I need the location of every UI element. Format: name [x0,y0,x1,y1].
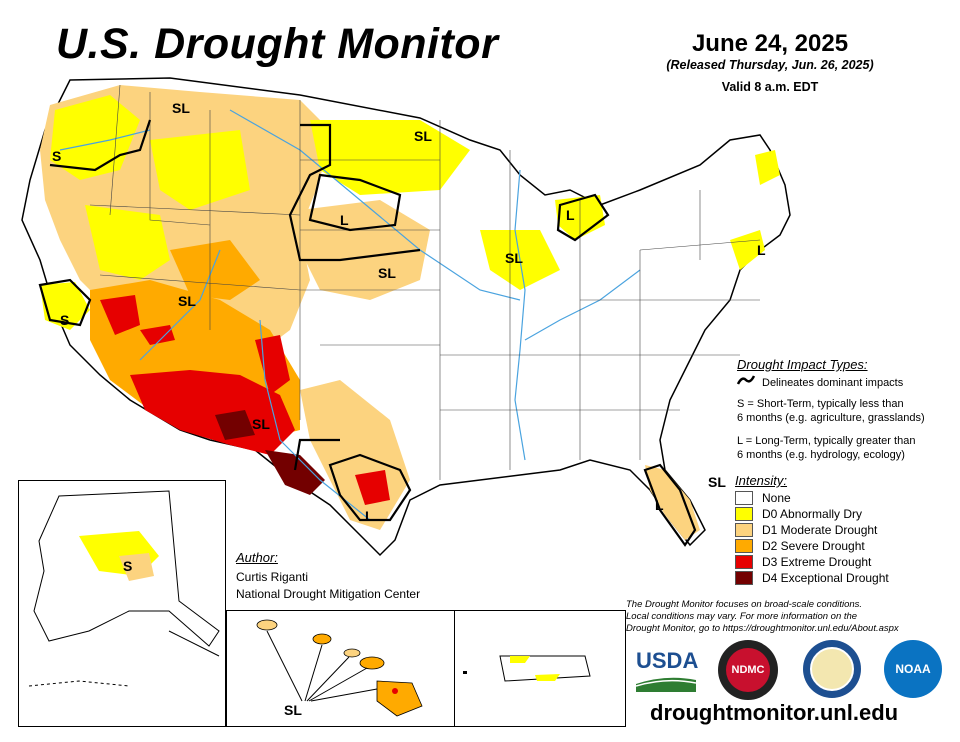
intensity-heading: Intensity: [735,473,788,488]
puerto-rico-map [463,655,591,682]
impact-label-sl: SL [414,128,432,144]
impact-delineates-text: Delineates dominant impacts [762,377,904,389]
puerto-rico-inset [454,610,626,727]
valid-time: Valid 8 a.m. EDT [721,80,819,94]
river-columbia [59,129,151,151]
d0-montana [150,130,250,210]
map-title: U.S. Drought Monitor [56,20,499,68]
d3-texas [355,470,390,505]
delineation-legend-mark [736,375,756,385]
legend-row-d1: D1 Moderate Drought [735,522,877,537]
d4-west-texas [265,450,325,495]
legend-label: D0 Abnormally Dry [762,506,863,521]
note-line-1: The Drought Monitor focuses on broad-sca… [626,599,863,610]
d2-colorado [170,240,260,300]
impact-label-sl: SL [505,250,523,266]
d4-nm-south [215,410,255,440]
legend-swatch-d1 [735,522,753,537]
impact-label-l: L [365,508,374,524]
d3-az-north [140,325,175,345]
ndmc-logo: NDMC [718,640,778,700]
legend-label: D1 Moderate Drought [762,522,878,537]
impact-long-term-line1: L = Long-Term, typically greater than [737,435,916,447]
impact-label-s: S [123,558,133,574]
impact-types-heading: Drought Impact Types: [737,357,868,372]
author-heading: Author: [236,550,278,565]
impact-label-s: S [52,148,62,164]
alaska-map [28,490,220,687]
d1-florida [645,465,700,540]
noaa-logo: NOAA [884,640,942,698]
impact-label-sl: SL [378,265,396,281]
d0-dakotas [310,120,470,195]
legend-row-d3: D3 Extreme Drought [735,554,871,569]
impact-label-sl: SL [284,702,302,718]
d0-northeast [730,230,765,270]
legend-label: D4 Exceptional Drought [762,570,889,585]
impact-label-l: L [340,212,349,228]
impact-label-l: L [757,242,766,258]
legend-row-d4: D4 Exceptional Drought [735,570,889,585]
impact-label-s: S [60,312,70,328]
legend-swatch-none [735,490,753,505]
website-url[interactable]: droughtmonitor.unl.edu [650,700,899,725]
legend-swatch-d3 [735,554,753,569]
river-rio-grande [259,319,371,521]
disclaimer-note: The Drought Monitor focuses on broad-sca… [626,599,956,635]
legend-row-d2: D2 Severe Drought [735,538,865,553]
author-org: National Drought Mitigation Center [236,587,421,601]
impact-delineations [38,119,697,547]
legend-row-none: None [735,490,791,505]
hawaii-inset: SL [226,610,456,727]
note-line-2: Local conditions may vary. For more info… [626,611,858,622]
impact-long-term-line2: 6 months (e.g. hydrology, ecology) [737,449,905,461]
author-name: Curtis Riganti [236,570,309,584]
note-line-3: Drought Monitor, go to https://droughtmo… [626,623,899,634]
legend-row-d0: D0 Abnormally Dry [735,506,862,521]
impact-label-sl: SL [172,100,190,116]
impact-label-sl: SL [252,416,270,432]
d3-nevada [100,295,140,335]
impact-label-sl: SL [708,474,726,490]
alaska-inset: S [18,480,226,727]
legend-swatch-d0 [735,506,753,521]
d3-nm [255,335,290,395]
hawaii-map [256,619,423,717]
usda-logo: USDA [635,648,698,693]
release-date: (Released Thursday, Jun. 26, 2025) [666,58,874,72]
impact-label-l: L [566,207,575,223]
state-borders [89,84,761,480]
impact-label-l: L [655,497,664,513]
d0-maine [755,150,780,185]
map-date: June 24, 2025 [691,30,849,57]
legend-label: D3 Extreme Drought [762,554,872,569]
impact-label-sl: SL [178,293,196,309]
legend-swatch-d4 [735,570,753,585]
legend-label: None [762,490,791,505]
commerce-seal-icon [803,640,861,698]
d0-california [40,282,90,330]
usda-swoosh-icon [635,677,697,692]
impact-short-term-line2: 6 months (e.g. agriculture, grasslands) [737,412,925,424]
legend-swatch-d2 [735,538,753,553]
legend-label: D2 Severe Drought [762,538,865,553]
impact-short-term-line1: S = Short-Term, typically less than [737,398,904,410]
d0-great-basin [85,205,170,280]
